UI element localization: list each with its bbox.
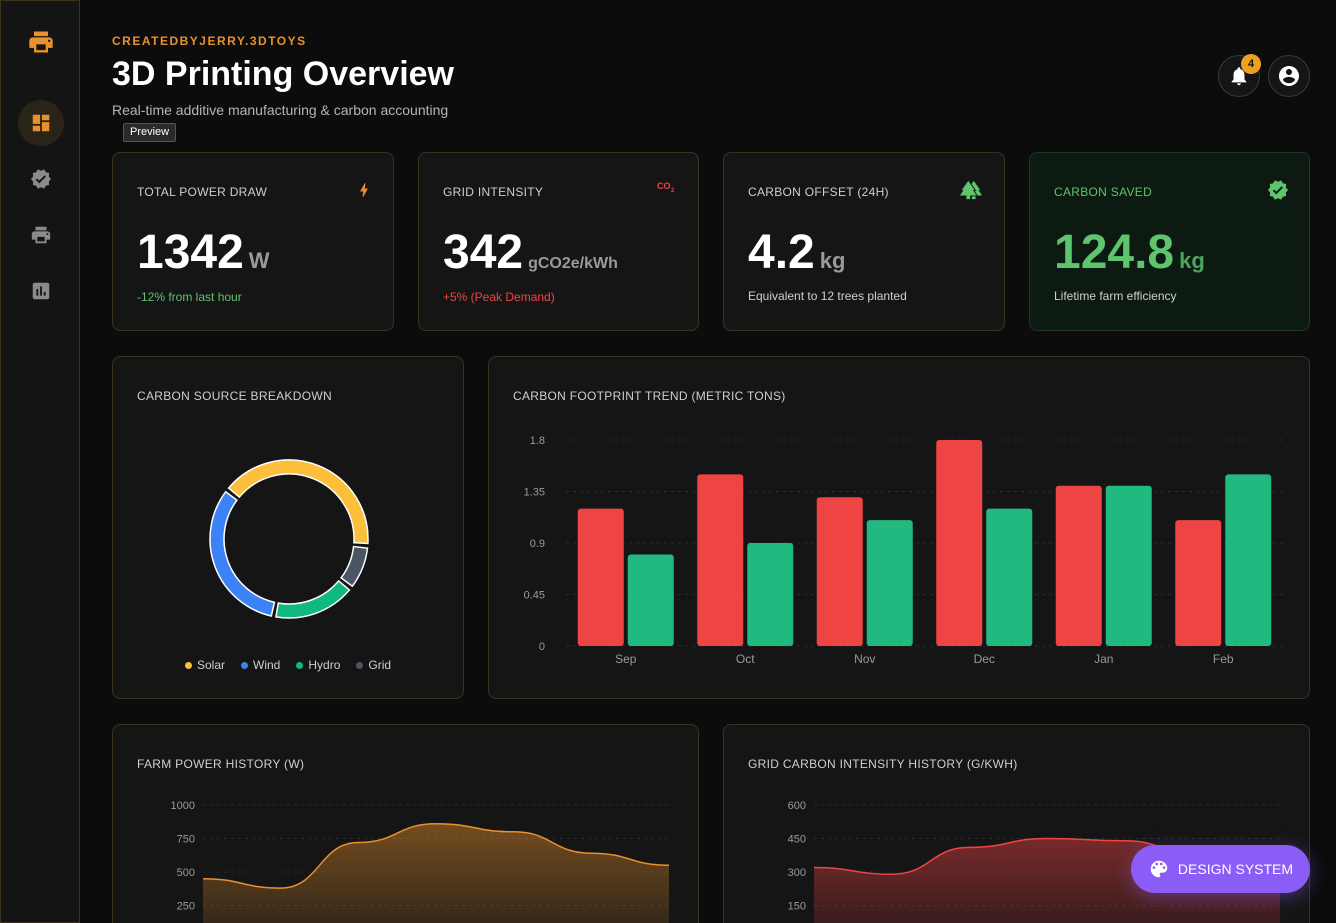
stat-label: TOTAL POWER DRAW <box>137 185 268 199</box>
panel-title: CARBON FOOTPRINT TREND (METRIC TONS) <box>513 389 786 403</box>
account-button[interactable] <box>1268 55 1310 97</box>
bar-feb-series-1[interactable] <box>1175 520 1222 646</box>
stat-value: 1342 W <box>137 226 270 279</box>
verified-badge-icon <box>30 169 52 189</box>
palette-icon <box>1150 860 1168 878</box>
stat-label: GRID INTENSITY <box>443 185 544 199</box>
area-line <box>202 823 670 889</box>
y-tick-label: 250 <box>177 901 195 913</box>
stat-note: +5% (Peak Demand) <box>443 290 555 304</box>
stat-card-grid-intensity: GRID INTENSITY CO 2 342 gCO2e/kWh +5% (Pe… <box>418 152 699 331</box>
stat-label: CARBON OFFSET (24H) <box>748 185 889 199</box>
sidebar-item-reports[interactable] <box>18 268 64 314</box>
donut-chart <box>209 459 369 619</box>
legend-item-hydro: Hydro <box>296 658 340 672</box>
account-circle-icon <box>1279 66 1299 86</box>
bar-oct-series-1[interactable] <box>697 474 744 646</box>
stat-note: -12% from last hour <box>137 290 242 304</box>
bar-chart: 0 0.45 0.9 1.35 1.8 Sep Oct Nov Dec Jan Feb <box>524 435 1283 666</box>
stat-card-power: TOTAL POWER DRAW 1342 W -12% from last ho… <box>112 152 394 331</box>
bell-icon <box>1231 67 1247 86</box>
x-tick-label: Feb <box>1213 652 1234 666</box>
legend-item-wind: Wind <box>241 658 280 672</box>
x-tick-label: Dec <box>974 652 995 666</box>
co2-icon: CO 2 <box>656 179 678 198</box>
stat-card-carbon-offset: CARBON OFFSET (24H) 4.2 kg Equivalent to … <box>723 152 1005 331</box>
stat-value: 124.8 kg <box>1054 226 1205 279</box>
bar-nov-series-2[interactable] <box>866 520 913 646</box>
preview-badge: Preview <box>123 123 177 142</box>
bar-jan-series-2[interactable] <box>1105 485 1152 646</box>
panel-title: GRID CARBON INTENSITY HISTORY (G/KWH) <box>748 757 1018 771</box>
y-tick-label: 600 <box>788 800 806 812</box>
y-tick-label: 0.9 <box>530 538 545 550</box>
printer-icon <box>31 226 51 244</box>
bar-nov-series-1[interactable] <box>816 497 863 646</box>
stat-note: Lifetime farm efficiency <box>1054 289 1177 303</box>
x-tick-label: Nov <box>854 652 875 666</box>
donut-slice-wind[interactable] <box>209 490 276 617</box>
stat-value: 4.2 kg <box>748 226 846 279</box>
bar-feb-series-2[interactable] <box>1225 474 1272 646</box>
y-tick-label: 150 <box>788 901 806 913</box>
donut-slice-hydro[interactable] <box>275 579 351 619</box>
y-tick-label: 750 <box>177 834 195 846</box>
x-tick-label: Sep <box>615 652 637 666</box>
bar-dec-series-2[interactable] <box>986 508 1033 646</box>
stat-card-carbon-saved: CARBON SAVED 124.8 kg Lifetime farm effic… <box>1029 152 1310 331</box>
area-fill <box>203 823 669 923</box>
svg-text:CO: CO <box>657 181 671 191</box>
legend-item-grid: Grid <box>356 658 391 672</box>
page-title: 3D Printing Overview <box>112 55 454 93</box>
carbon-source-panel: CARBON SOURCE BREAKDOWN Solar Wind Hydro… <box>112 356 464 699</box>
notification-count-badge: 4 <box>1241 54 1261 74</box>
power-history-panel: FARM POWER HISTORY (W) 1000 750 500 250 <box>112 724 699 923</box>
bar-oct-series-2[interactable] <box>747 543 794 646</box>
y-tick-label: 1.35 <box>524 487 545 499</box>
x-tick-label: Oct <box>736 652 755 666</box>
y-tick-label: 1000 <box>171 800 195 812</box>
x-tick-label: Jan <box>1094 652 1113 666</box>
sidebar-item-verified[interactable] <box>18 156 64 202</box>
stat-value: 342 gCO2e/kWh <box>443 226 618 279</box>
stat-note: Equivalent to 12 trees planted <box>748 289 907 303</box>
power-area-chart: 1000 750 500 250 <box>171 800 670 923</box>
forest-icon <box>958 179 984 206</box>
sidebar-item-dashboard[interactable] <box>18 100 64 146</box>
bar-chart-icon <box>32 282 50 300</box>
donut-slice-grid[interactable] <box>340 545 369 588</box>
verified-icon <box>1267 179 1289 206</box>
donut-slice-solar[interactable] <box>227 459 369 545</box>
legend-item-solar: Solar <box>185 658 225 672</box>
page-subtitle: Real-time additive manufacturing & carbo… <box>112 102 449 118</box>
carbon-trend-panel: CARBON FOOTPRINT TREND (METRIC TONS) 0 0.… <box>488 356 1310 699</box>
intensity-history-panel: GRID CARBON INTENSITY HISTORY (G/KWH) 60… <box>723 724 1310 923</box>
sidebar-item-printers[interactable] <box>18 212 64 258</box>
y-tick-label: 500 <box>177 867 195 879</box>
bar-sep-series-2[interactable] <box>627 554 674 646</box>
sidebar <box>0 0 80 923</box>
brand-label: CREATEDBYJERRY.3DTOYS <box>112 34 307 48</box>
stat-label: CARBON SAVED <box>1054 185 1153 199</box>
logo-printer-icon <box>18 19 64 65</box>
design-system-button[interactable]: DESIGN SYSTEM <box>1131 845 1310 893</box>
y-tick-label: 0 <box>539 641 545 653</box>
bar-dec-series-1[interactable] <box>936 440 983 646</box>
y-tick-label: 1.8 <box>530 435 545 447</box>
panel-title: FARM POWER HISTORY (W) <box>137 757 305 771</box>
bar-sep-series-1[interactable] <box>577 508 624 646</box>
intensity-area-chart: 600 450 300 150 <box>788 800 1281 923</box>
y-tick-label: 0.45 <box>524 590 545 602</box>
y-tick-label: 450 <box>788 834 806 846</box>
panel-title: CARBON SOURCE BREAKDOWN <box>137 389 332 403</box>
bolt-icon <box>355 179 373 206</box>
donut-legend: Solar Wind Hydro Grid <box>185 658 391 672</box>
bar-jan-series-1[interactable] <box>1055 485 1102 646</box>
dashboard-icon <box>32 114 50 132</box>
svg-text:2: 2 <box>671 188 675 193</box>
design-system-label: DESIGN SYSTEM <box>1177 861 1294 877</box>
y-tick-label: 300 <box>788 867 806 879</box>
